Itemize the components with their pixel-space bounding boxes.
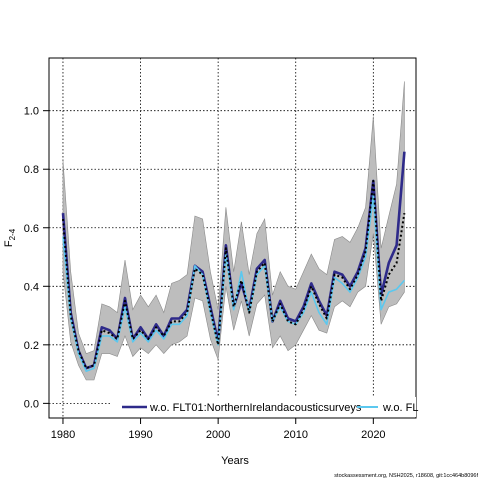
series-line-2 xyxy=(62,194,405,373)
legend: w.o. FLT01:NorthernIrelandacousticsurvey… xyxy=(112,397,418,417)
legend-background xyxy=(112,397,416,417)
plot-frame xyxy=(48,57,417,419)
series-line-3 xyxy=(62,179,406,370)
x-tick-label: 2020 xyxy=(361,429,385,441)
y-tick-label: 0.0 xyxy=(24,398,39,410)
y-axis: 0.0 0.2 0.4 0.6 0.8 1.0 xyxy=(24,106,49,410)
y-tick-label: 0.4 xyxy=(24,281,39,293)
gridlines xyxy=(49,58,416,418)
x-tick-label: 1980 xyxy=(51,429,75,441)
x-tick-label: 1990 xyxy=(128,429,152,441)
y-tick-label: 0.2 xyxy=(24,340,39,352)
x-tick-label: 2000 xyxy=(206,429,230,441)
legend-label-series-1: w.o. FLT01:NorthernIrelandacousticsurvey… xyxy=(149,402,362,414)
y-axis-title-sub: 2-4 xyxy=(8,228,17,240)
y-tick-label: 0.6 xyxy=(24,223,39,235)
y-tick-label: 1.0 xyxy=(24,106,39,118)
footer-text: stockassessment.org, NSH2025, r18608, gi… xyxy=(334,473,478,479)
x-tick-label: 2010 xyxy=(283,429,307,441)
y-axis-title: F2-4 xyxy=(3,228,17,247)
legend-label-series-2: w.o. FL xyxy=(382,402,418,414)
x-axis: 1980 1990 2000 2010 2020 xyxy=(51,418,386,441)
y-axis-title-main: F xyxy=(3,240,15,247)
x-axis-title: Years xyxy=(221,455,249,467)
series-lines xyxy=(61,151,406,373)
y-tick-label: 0.8 xyxy=(24,164,39,176)
